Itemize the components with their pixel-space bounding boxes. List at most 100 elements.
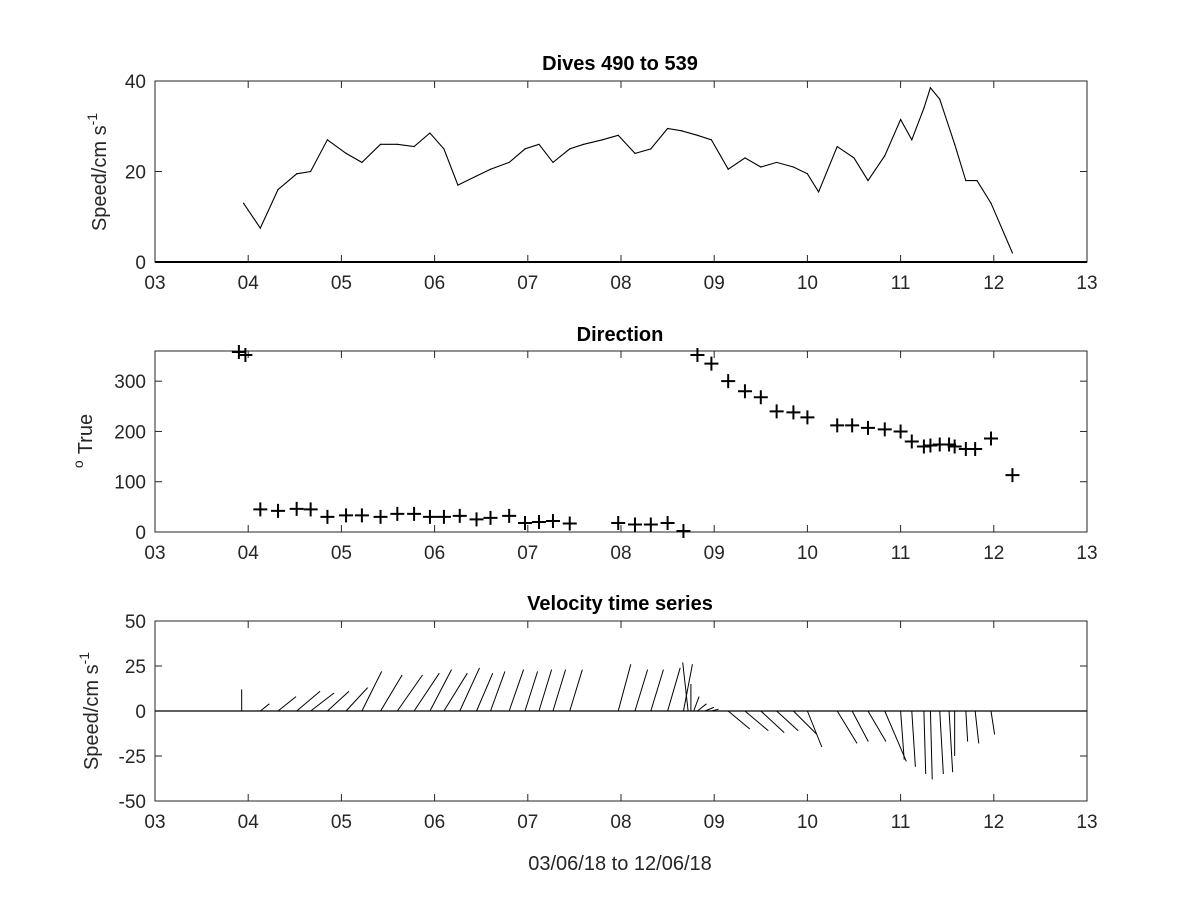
direction-panel-title: Direction bbox=[577, 324, 664, 346]
y-tick-label: -50 bbox=[119, 792, 146, 813]
speed-data-point bbox=[911, 139, 913, 141]
x-tick-label: 03 bbox=[144, 543, 165, 564]
velocity-stick bbox=[682, 664, 693, 712]
direction-plus-marker bbox=[627, 517, 642, 532]
velocity-stick bbox=[296, 690, 321, 712]
speed-data-point bbox=[817, 191, 820, 193]
velocity-stick bbox=[310, 692, 335, 712]
direction-plus-marker bbox=[947, 439, 962, 454]
speed-data-point bbox=[259, 227, 261, 229]
speed-data-point bbox=[976, 179, 978, 182]
velocity-stick bbox=[744, 710, 769, 732]
speed-data-point bbox=[710, 139, 713, 141]
direction-plus-marker bbox=[611, 515, 626, 530]
x-tick-label: 07 bbox=[517, 543, 538, 564]
velocity-stick bbox=[760, 710, 785, 733]
speed-data-point bbox=[617, 134, 619, 136]
speed-data-point bbox=[345, 152, 347, 154]
direction-plus-marker bbox=[800, 410, 815, 425]
speed-data-point bbox=[954, 143, 956, 145]
velocity-stick bbox=[900, 710, 905, 760]
y-tick-label: 0 bbox=[135, 253, 146, 274]
direction-plus-marker bbox=[845, 418, 860, 433]
speed-data-point bbox=[744, 157, 746, 159]
direction-plus-marker bbox=[390, 506, 405, 521]
velocity-stick bbox=[429, 669, 452, 712]
direction-plus-marker bbox=[916, 439, 931, 454]
speed-data-point bbox=[696, 134, 699, 136]
x-tick-label: 03 bbox=[144, 812, 165, 833]
speed-data-point bbox=[601, 139, 603, 141]
direction-plus-marker bbox=[830, 418, 845, 433]
speed-data-point bbox=[776, 161, 778, 164]
speed-data-point bbox=[552, 161, 554, 164]
velocity-stick bbox=[929, 710, 933, 780]
x-tick-label: 05 bbox=[331, 543, 352, 564]
velocity-stick bbox=[634, 669, 649, 712]
y-tick-label: -25 bbox=[119, 747, 146, 768]
direction-plus-marker bbox=[354, 508, 369, 523]
y-tick-label: 100 bbox=[114, 473, 146, 494]
x-tick-label: 04 bbox=[238, 543, 260, 564]
velocity-stick bbox=[617, 664, 632, 712]
velocity-stick bbox=[776, 710, 799, 732]
velocity-stick bbox=[327, 690, 350, 712]
velocity-panel-ylabel-main: Speed/cm s bbox=[81, 664, 103, 770]
speed-data-point bbox=[939, 98, 941, 100]
x-tick-label: 09 bbox=[704, 543, 725, 564]
speed-data-point bbox=[569, 148, 571, 150]
speed-data-point bbox=[296, 173, 298, 175]
direction-plus-marker bbox=[877, 422, 892, 437]
speed-data-point bbox=[379, 143, 382, 145]
direction-plus-marker bbox=[923, 438, 938, 453]
direction-plus-marker bbox=[339, 508, 354, 523]
direction-plus-marker bbox=[289, 501, 304, 516]
x-tick-label: 08 bbox=[610, 543, 631, 564]
velocity-stick bbox=[948, 710, 954, 773]
speed-data-point bbox=[361, 161, 363, 164]
velocity-stick bbox=[552, 669, 567, 712]
direction-plus-marker bbox=[271, 503, 286, 518]
direction-panel: Direction o True 03 04 05 06 07 08 09 10 11 12 13 0 1… bbox=[70, 324, 1098, 564]
plot-frame bbox=[154, 80, 1088, 263]
direction-plus-marker bbox=[518, 515, 533, 530]
speed-data-point bbox=[929, 87, 932, 89]
speed-data-point bbox=[867, 179, 869, 182]
velocity-panel-ylabel-sup: -1 bbox=[76, 652, 92, 665]
direction-plus-marker bbox=[303, 502, 318, 517]
direction-plus-marker bbox=[893, 424, 908, 439]
speed-data-point bbox=[923, 107, 925, 109]
speed-data-point bbox=[326, 139, 329, 141]
velocity-stick bbox=[939, 710, 944, 775]
x-tick-label: 04 bbox=[238, 273, 260, 294]
direction-plus-marker bbox=[721, 374, 736, 389]
direction-plus-marker bbox=[373, 509, 388, 524]
direction-plus-marker bbox=[231, 345, 246, 360]
velocity-panel-ylabel: Speed/cm s-1 bbox=[76, 652, 103, 770]
speed-data-point bbox=[990, 202, 992, 204]
speed-data-point bbox=[508, 161, 510, 164]
direction-plus-marker bbox=[253, 502, 268, 517]
x-tick-label: 13 bbox=[1076, 543, 1097, 564]
speed-data-point bbox=[667, 127, 669, 130]
direction-panel-ylabel-main: True bbox=[75, 414, 97, 454]
velocity-stick bbox=[459, 667, 481, 712]
velocity-stick bbox=[345, 687, 369, 712]
x-tick-label: 05 bbox=[331, 812, 352, 833]
y-tick-label: 0 bbox=[135, 523, 146, 544]
velocity-stick bbox=[793, 710, 818, 735]
direction-plus-marker bbox=[860, 420, 875, 435]
x-tick-label: 08 bbox=[610, 812, 631, 833]
speed-data-point bbox=[475, 175, 478, 177]
speed-data-point bbox=[277, 189, 279, 191]
velocity-stick bbox=[867, 710, 887, 742]
y-tick-label: 300 bbox=[114, 372, 146, 393]
velocity-stick bbox=[884, 710, 907, 762]
y-tick-label: 50 bbox=[125, 612, 146, 633]
direction-plus-marker bbox=[968, 442, 983, 457]
speed-data-point bbox=[965, 179, 967, 182]
direction-plus-marker bbox=[422, 509, 437, 524]
direction-plus-marker bbox=[469, 512, 484, 527]
direction-panel-ylabel-sup: o bbox=[70, 460, 86, 468]
